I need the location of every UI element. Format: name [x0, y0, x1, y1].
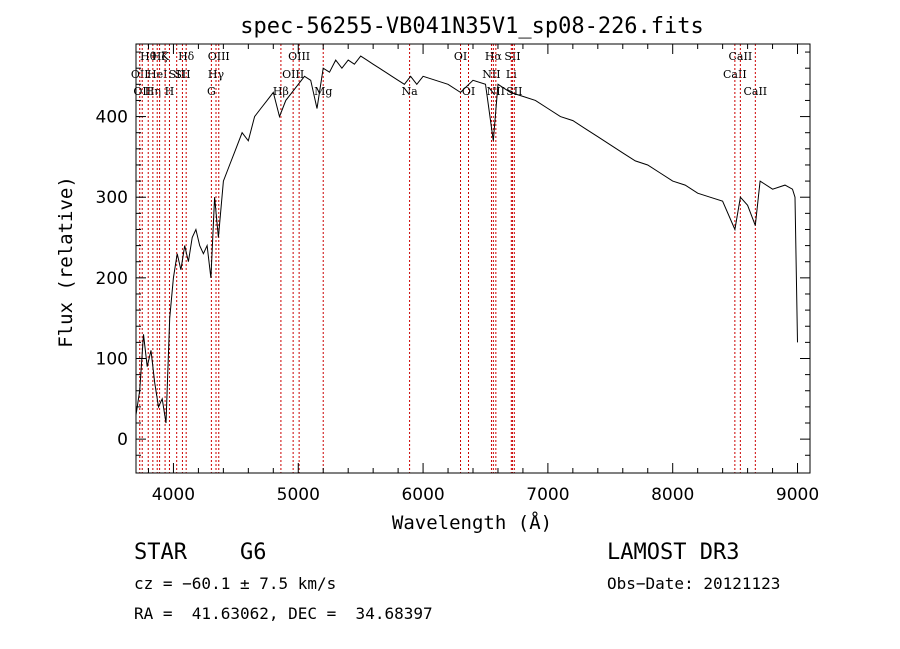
x-axis-ticks: 4000 5000 6000 7000 8000 9000 [147, 44, 819, 505]
object-class: STAR [134, 540, 187, 565]
vline-label-13: OIII [208, 50, 230, 63]
y-tick-label-3: 300 [96, 188, 128, 208]
x-tick-label-5: 9000 [776, 485, 819, 505]
vline-label-10: Hδ [178, 50, 195, 63]
object-subclass: G6 [240, 540, 267, 565]
y-tick-label-0: 0 [117, 430, 128, 450]
chart-title: spec-56255-VB041N35V1_sp08-226.fits [240, 14, 704, 39]
vline-label-12: Hγ [208, 68, 225, 81]
vline-label-27: CaII [723, 68, 747, 81]
vline-label-4: HeI [147, 68, 167, 81]
vline-label-5: Hζ [152, 50, 168, 63]
vline-label-6: K [161, 50, 170, 63]
vline-label-1: OII [133, 85, 151, 98]
vline-label-28: CaII [729, 50, 753, 63]
vline-label-29: CaII [743, 85, 767, 98]
vline-label-24: Li [506, 68, 517, 81]
vline-label-3: Hη [145, 85, 161, 98]
spectrum-line [135, 55, 798, 424]
vline-label-9: SII [174, 68, 190, 81]
vline-label-25: SII [504, 50, 520, 63]
vline-label-11: G [207, 85, 216, 98]
coordinates: RA = 41.63062, DEC = 34.68397 [134, 604, 433, 623]
x-tick-label-2: 6000 [401, 485, 444, 505]
vline-label-20: OI [462, 85, 475, 98]
vline-label-14: Hβ [273, 85, 289, 98]
x-tick-label-4: 8000 [651, 485, 694, 505]
x-tick-label-1: 5000 [277, 485, 320, 505]
vline-label-17: Mg [314, 85, 332, 98]
vline-label-18: Na [402, 85, 419, 98]
vline-label-8: SII [169, 68, 185, 81]
x-tick-label-0: 4000 [152, 485, 195, 505]
vline-label-22: Hα [485, 50, 503, 63]
vline-label-23: NII [487, 85, 505, 98]
survey-name: LAMOST DR3 [607, 540, 740, 565]
y-axis-label: Flux (relative) [55, 176, 77, 348]
redshift-cz: cz = −60.1 ± 7.5 km/s [134, 574, 337, 593]
y-axis-ticks: 0 100 200 300 400 [96, 51, 810, 456]
x-tick-label-3: 7000 [526, 485, 569, 505]
x-axis-label: Wavelength (Å) [392, 511, 552, 534]
vline-label-7: H [165, 85, 175, 98]
observation-date: Obs−Date: 20121123 [607, 574, 781, 593]
y-tick-label-2: 200 [96, 269, 128, 289]
spectrum-series [135, 55, 798, 424]
emission-line-markers: OIIOIIHθHηHeIHζKHSIISIIHδGHγOIIIHβOIIIOI… [131, 44, 767, 473]
vline-label-19: OI [454, 50, 467, 63]
plot-frame [135, 43, 811, 474]
vline-label-16: OIII [288, 50, 310, 63]
vline-label-0: OII [131, 68, 149, 81]
y-tick-label-1: 100 [96, 349, 128, 369]
vline-label-15: OIII [282, 68, 304, 81]
y-tick-label-4: 400 [96, 108, 128, 128]
vline-label-21: NII [482, 68, 500, 81]
